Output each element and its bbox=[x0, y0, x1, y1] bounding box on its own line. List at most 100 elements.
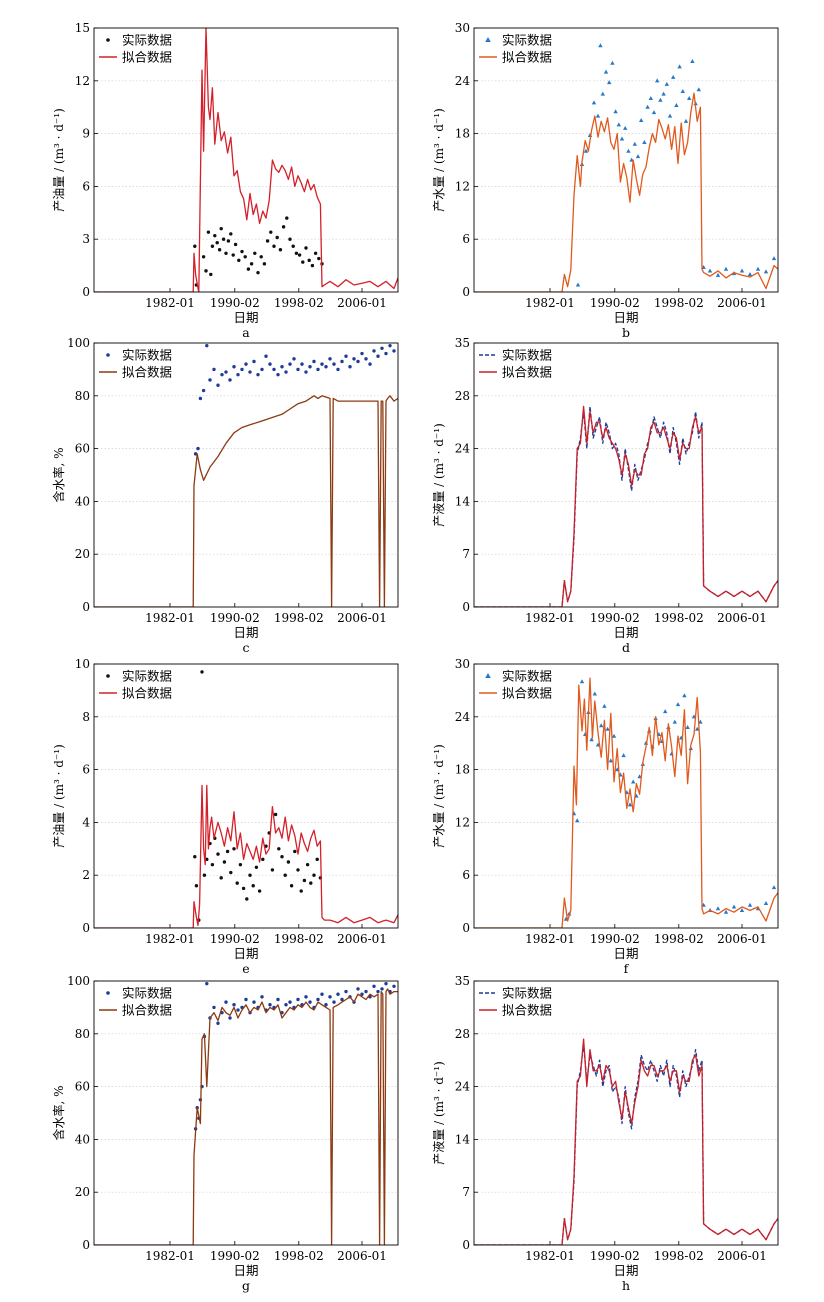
series-line-拟合数据 bbox=[94, 28, 398, 292]
data-point bbox=[380, 346, 384, 350]
data-point bbox=[205, 343, 209, 348]
data-point bbox=[254, 865, 259, 869]
data-point bbox=[305, 862, 310, 867]
data-point bbox=[194, 884, 199, 888]
data-point bbox=[268, 1003, 272, 1007]
panel-label: c bbox=[242, 640, 249, 655]
data-point bbox=[348, 365, 352, 369]
x-tick-label: 2006-01 bbox=[337, 611, 387, 625]
y-tick-label: 4 bbox=[82, 815, 90, 829]
series-layer bbox=[474, 43, 778, 292]
data-point bbox=[324, 365, 328, 369]
y-tick-label: 60 bbox=[75, 1080, 90, 1094]
series-line-拟合数据 bbox=[474, 677, 778, 928]
series-layer bbox=[94, 28, 398, 292]
panel-label: a bbox=[242, 325, 250, 340]
data-point bbox=[771, 885, 777, 890]
data-point bbox=[289, 884, 294, 888]
data-point bbox=[225, 849, 230, 854]
y-axis-label: 产液量 / (m³ · d⁻¹) bbox=[431, 1061, 446, 1165]
data-point bbox=[193, 244, 197, 248]
data-point bbox=[236, 372, 240, 377]
data-point bbox=[304, 246, 308, 250]
y-tick-label: 0 bbox=[82, 600, 90, 614]
y-axis-label: 产液量 / (m³ · d⁻¹) bbox=[431, 423, 446, 527]
data-point bbox=[380, 987, 384, 991]
legend-marker bbox=[106, 38, 110, 42]
data-point bbox=[252, 1000, 256, 1004]
data-point bbox=[296, 367, 300, 372]
y-tick-label: 6 bbox=[462, 868, 470, 882]
data-point bbox=[269, 230, 273, 234]
data-point bbox=[313, 251, 318, 255]
data-point bbox=[229, 232, 233, 236]
y-tick-label: 20 bbox=[75, 547, 90, 561]
y-tick-label: 24 bbox=[455, 442, 471, 456]
data-point bbox=[312, 873, 316, 877]
data-point bbox=[739, 908, 745, 912]
data-point bbox=[592, 691, 597, 696]
data-point bbox=[261, 857, 265, 862]
data-point bbox=[664, 81, 669, 86]
legend-marker bbox=[485, 673, 491, 678]
data-point bbox=[675, 702, 681, 707]
data-point bbox=[302, 878, 307, 883]
data-point bbox=[613, 109, 618, 114]
data-point bbox=[674, 103, 679, 108]
y-tick-label: 0 bbox=[462, 921, 470, 935]
data-point bbox=[293, 849, 297, 854]
data-point bbox=[682, 693, 687, 698]
data-point bbox=[316, 997, 320, 1002]
data-point bbox=[621, 753, 626, 758]
x-tick-label: 1982-01 bbox=[525, 296, 575, 310]
data-point bbox=[642, 140, 647, 144]
y-tick-label: 35 bbox=[455, 336, 470, 350]
data-point bbox=[356, 987, 360, 991]
data-point bbox=[626, 148, 631, 153]
x-tick-label: 1998-02 bbox=[274, 611, 324, 625]
legend-label: 拟合数据 bbox=[502, 1003, 552, 1018]
x-tick-label: 1998-02 bbox=[654, 611, 704, 625]
data-point bbox=[249, 262, 254, 266]
legend-label: 实际数据 bbox=[122, 669, 172, 684]
data-point bbox=[690, 59, 695, 64]
legend-label: 实际数据 bbox=[502, 986, 552, 1001]
data-point bbox=[221, 237, 226, 241]
data-point bbox=[212, 367, 216, 372]
data-point bbox=[731, 904, 737, 909]
data-point bbox=[231, 253, 235, 257]
data-point bbox=[265, 239, 270, 243]
data-point bbox=[229, 870, 233, 875]
legend-label: 实际数据 bbox=[502, 33, 552, 48]
data-point bbox=[245, 897, 249, 901]
data-point bbox=[360, 351, 364, 356]
data-point bbox=[645, 104, 650, 109]
data-point bbox=[607, 80, 612, 85]
y-tick-label: 12 bbox=[75, 74, 90, 88]
y-tick-label: 80 bbox=[75, 389, 90, 403]
y-tick-label: 0 bbox=[82, 921, 90, 935]
data-point bbox=[320, 362, 324, 366]
data-point bbox=[281, 225, 286, 229]
data-point bbox=[276, 372, 280, 377]
data-point bbox=[241, 886, 246, 891]
x-tick-label: 1998-02 bbox=[274, 932, 324, 946]
x-axis-label: 日期 bbox=[233, 1263, 258, 1278]
plot-frame bbox=[93, 27, 399, 293]
data-point bbox=[278, 248, 283, 252]
data-point bbox=[583, 148, 589, 153]
y-tick-label: 20 bbox=[75, 1185, 90, 1199]
x-tick-label: 1982-01 bbox=[525, 611, 575, 625]
data-point bbox=[201, 388, 206, 393]
data-point bbox=[204, 269, 208, 273]
series-layer bbox=[94, 670, 398, 928]
x-tick-label: 2006-01 bbox=[717, 611, 767, 625]
y-tick-label: 18 bbox=[455, 763, 470, 777]
chart-panel-b: 0 6 12 18 24 30 1982-01 1990-02 1998-02 2006-01 实际… bbox=[432, 21, 779, 340]
data-point bbox=[220, 372, 224, 377]
data-point bbox=[304, 370, 308, 374]
data-point bbox=[632, 141, 637, 146]
data-point bbox=[224, 370, 228, 374]
y-tick-label: 60 bbox=[75, 442, 90, 456]
data-point bbox=[215, 241, 219, 245]
